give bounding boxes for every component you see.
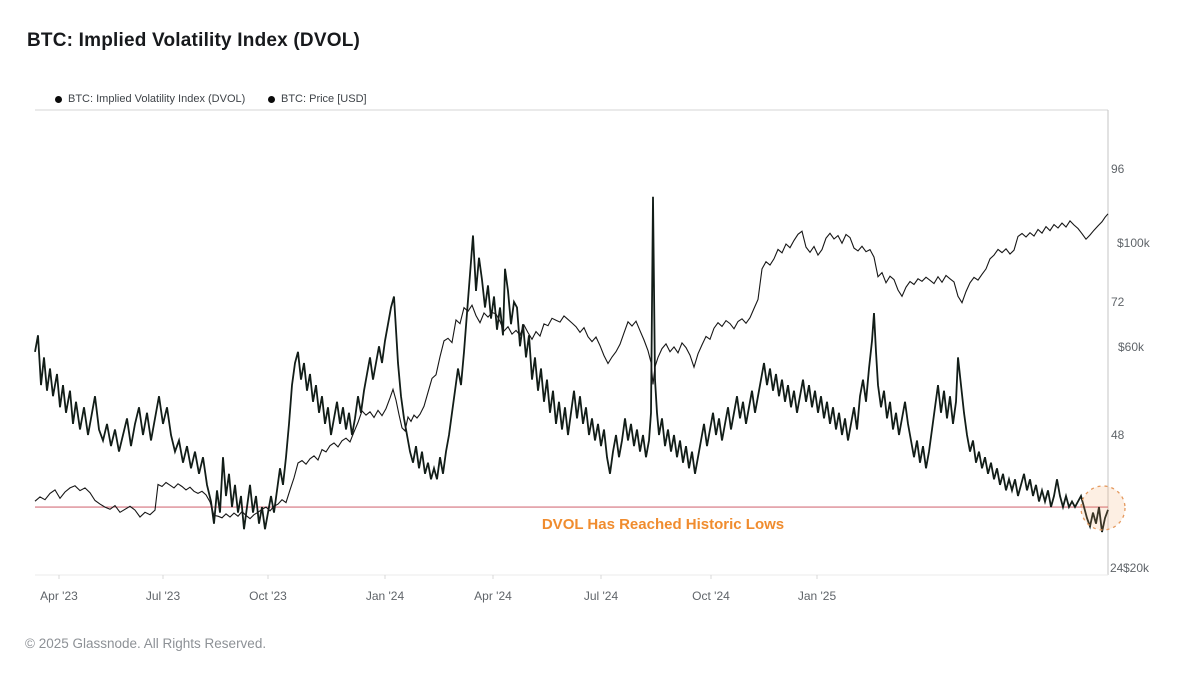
annotation-text: DVOL Has Reached Historic Lows: [541, 516, 785, 533]
y-tick-price: $60k: [1118, 340, 1145, 354]
legend-item-price[interactable]: BTC: Price [USD]: [268, 93, 367, 105]
x-tick-label: Jan '24: [365, 589, 405, 603]
price-series-line: [34, 213, 1109, 520]
y-tick-price: $20k: [1123, 561, 1150, 575]
historic-low-highlight-circle: [1080, 485, 1126, 531]
page-title: BTC: Implied Volatility Index (DVOL): [27, 30, 361, 51]
y-tick-price: $100k: [1117, 236, 1150, 250]
x-tick-label: Apr '24: [474, 589, 512, 603]
legend-dot-icon: [268, 95, 275, 103]
x-tick-label: Jan '25: [797, 589, 837, 603]
legend-item-dvol[interactable]: BTC: Implied Volatility Index (DVOL): [55, 93, 245, 105]
y-tick-dvol: 24: [1110, 561, 1124, 575]
footer-copyright: © 2025 Glassnode. All Rights Reserved.: [25, 636, 267, 651]
legend-label-dvol: BTC: Implied Volatility Index (DVOL): [68, 93, 246, 105]
x-tick-label: Oct '23: [249, 589, 287, 603]
y-tick-dvol: 96: [1111, 162, 1125, 176]
x-tick-label: Oct '24: [692, 589, 730, 603]
x-tick-label: Jul '23: [145, 589, 181, 603]
y-tick-dvol: 72: [1111, 295, 1125, 309]
x-tick-label: Jul '24: [583, 589, 619, 603]
x-tick-label: Apr '23: [40, 589, 78, 603]
dvol-series-line: [34, 196, 1109, 533]
legend-label-price: BTC: Price [USD]: [281, 93, 367, 105]
y-tick-dvol: 48: [1111, 428, 1125, 442]
legend-dot-icon: [55, 95, 62, 103]
